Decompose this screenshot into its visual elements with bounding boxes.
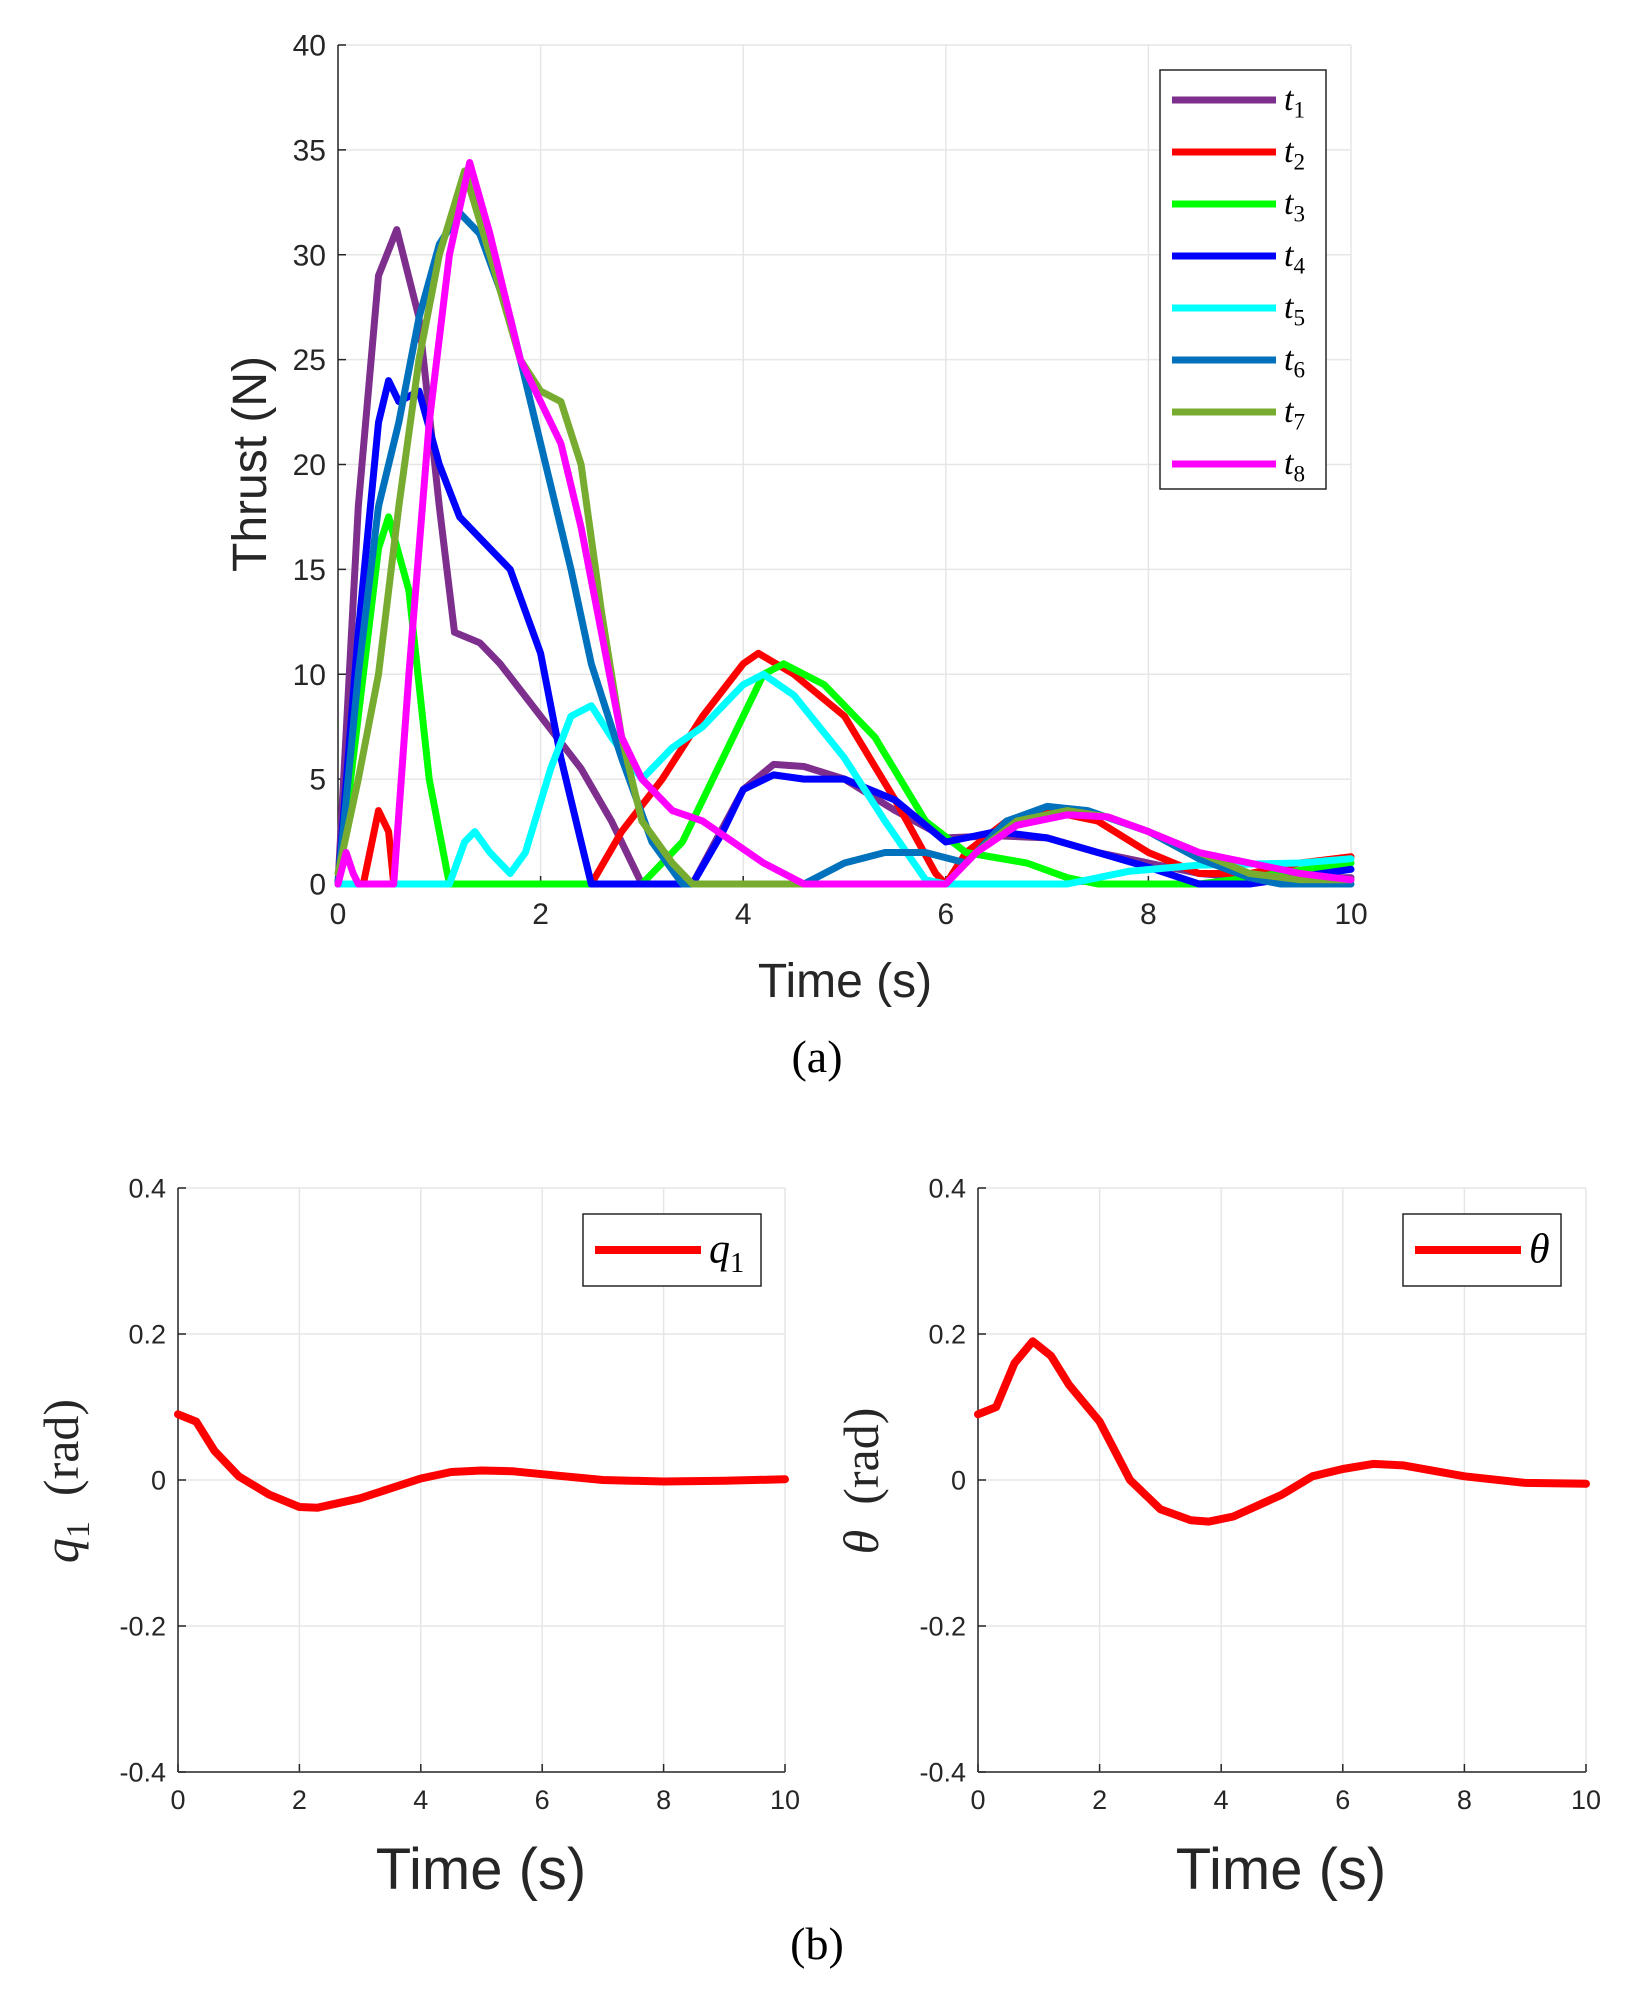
legend-box	[1159, 69, 1327, 490]
legend-entry-t8: t8	[1172, 445, 1305, 488]
y-tick-label: 10	[293, 659, 326, 692]
x-tick-label: 2	[292, 1785, 307, 1815]
legend-label: t7	[1284, 393, 1305, 435]
x-tick-label: 8	[1140, 898, 1157, 931]
series-line-t5	[334, 670, 1355, 888]
series-line-t8	[334, 159, 1355, 888]
y-tick-label: -0.4	[119, 1757, 166, 1787]
legend-label: t2	[1284, 133, 1305, 175]
legend-label: t4	[1284, 237, 1305, 279]
y-tick-label: 30	[293, 239, 326, 272]
x-tick-label: 8	[656, 1785, 671, 1815]
y-tick-label: 0.2	[128, 1319, 166, 1349]
legend-entry-t7: t7	[1172, 393, 1305, 436]
y-tick-label: -0.2	[119, 1611, 166, 1641]
legend-entry-t3: t3	[1172, 185, 1305, 228]
series-line-q1	[174, 1410, 789, 1512]
legend-entry-t5: t5	[1172, 289, 1305, 332]
legend-entry-q1: q1	[595, 1227, 744, 1279]
legend-label: t3	[1284, 185, 1305, 227]
x-tick-label: 2	[1092, 1785, 1107, 1815]
legend-label: t5	[1284, 289, 1305, 331]
caption-a: (a)	[791, 1031, 842, 1082]
y-tick-label: 0	[951, 1465, 966, 1495]
x-axis-label: Time (s)	[1176, 1837, 1386, 1902]
x-tick-label: 0	[170, 1785, 185, 1815]
y-axis-label: θ (rad)	[833, 1408, 889, 1555]
y-tick-label: -0.2	[919, 1611, 966, 1641]
x-axis-label: Time (s)	[758, 955, 932, 1008]
x-tick-label: 4	[1214, 1785, 1229, 1815]
x-tick-label: 0	[330, 898, 347, 931]
x-tick-label: 6	[937, 898, 954, 931]
legend-entry-θ: θ	[1415, 1227, 1550, 1273]
x-tick-label: 4	[413, 1785, 428, 1815]
legend-label: q1	[709, 1227, 744, 1279]
x-tick-label: 4	[735, 898, 752, 931]
legend-entry-t1: t1	[1172, 81, 1305, 124]
caption-b: (b)	[790, 1918, 844, 1969]
legend: t1 t2 t3 t4 t5 t6 t7 t8	[1159, 69, 1327, 490]
y-tick-label: 0.4	[128, 1173, 166, 1203]
y-tick-label: 0.4	[928, 1173, 966, 1203]
x-tick-label: 10	[1571, 1785, 1601, 1815]
y-tick-label: 40	[293, 30, 326, 63]
legend-entry-t4: t4	[1172, 237, 1305, 280]
x-tick-label: 8	[1457, 1785, 1472, 1815]
legend-entry-t6: t6	[1172, 341, 1305, 384]
x-tick-label: 10	[770, 1785, 800, 1815]
x-tick-label: 10	[1334, 898, 1367, 931]
chart-3: 0 2 4 6 8 10 -0.4 -0.2 0 0.2 0.4 Time (s) θ (rad) θ	[833, 1173, 1601, 1902]
chart-1: 0 2 4 6 8 10 0 5 10 15 20 25 30 35 40 Time (s) Thrust (N…	[224, 30, 1368, 1009]
legend-label: t8	[1284, 445, 1305, 487]
y-tick-label: 25	[293, 344, 326, 377]
x-tick-label: 6	[1335, 1785, 1350, 1815]
y-axis-label: q1 (rad)	[33, 1399, 97, 1563]
y-axis-label: Thrust (N)	[224, 356, 277, 572]
legend: q1	[582, 1213, 762, 1287]
x-tick-label: 0	[970, 1785, 985, 1815]
legend-label: t6	[1284, 341, 1305, 383]
y-tick-label: -0.4	[919, 1757, 966, 1787]
y-tick-label: 5	[309, 764, 326, 797]
y-tick-label: 0	[151, 1465, 166, 1495]
legend-label: t1	[1284, 81, 1305, 123]
series-line-θ	[974, 1337, 1590, 1526]
chart-2: 0 2 4 6 8 10 -0.4 -0.2 0 0.2 0.4 Time (s) q1 (rad) q1	[33, 1173, 800, 1902]
legend-entry-t2: t2	[1172, 133, 1305, 176]
y-tick-label: 0.2	[928, 1319, 966, 1349]
x-tick-label: 6	[535, 1785, 550, 1815]
y-tick-label: 15	[293, 554, 326, 587]
legend: θ	[1402, 1213, 1562, 1287]
x-axis-label: Time (s)	[376, 1837, 586, 1902]
legend-label: θ	[1529, 1227, 1550, 1273]
y-tick-label: 20	[293, 449, 326, 482]
y-tick-label: 0	[309, 869, 326, 902]
x-tick-label: 2	[532, 898, 549, 931]
y-tick-label: 35	[293, 134, 326, 167]
